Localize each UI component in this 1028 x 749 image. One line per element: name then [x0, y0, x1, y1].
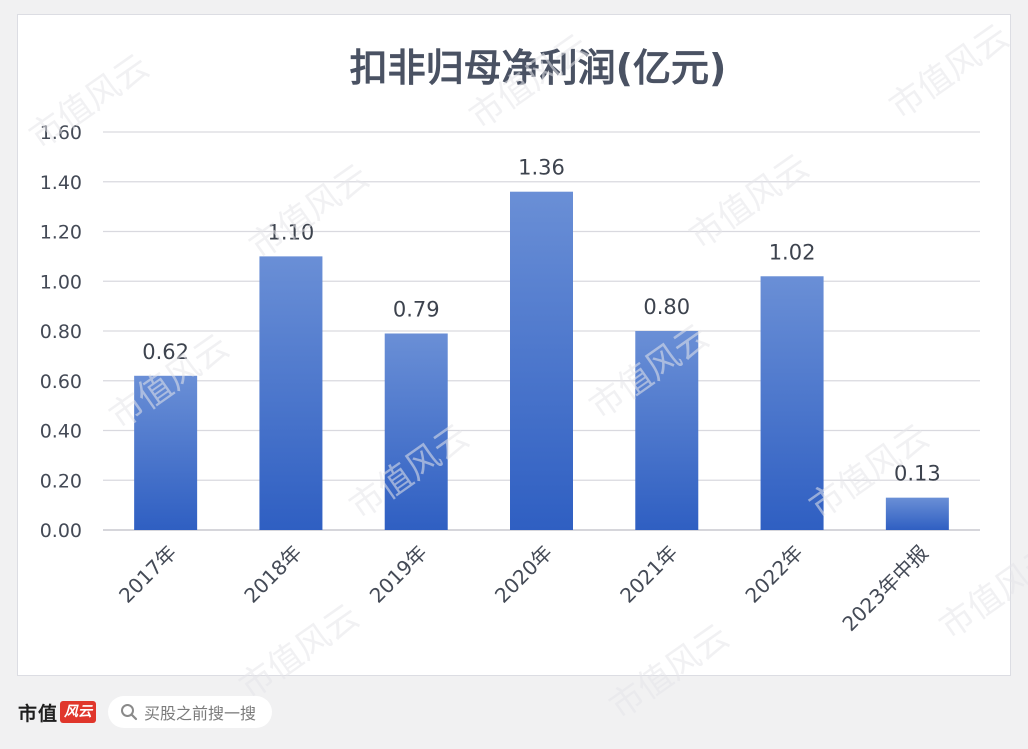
footer-bar: 市值 风云 买股之前搜一搜	[18, 694, 273, 730]
bar	[635, 331, 699, 530]
x-tick-label: 2022年	[740, 541, 807, 608]
bar	[885, 497, 949, 530]
brand-logo-mark: 风云	[60, 701, 97, 723]
brand-name: 市值	[18, 702, 59, 725]
bar	[510, 191, 573, 530]
data-label: 0.80	[643, 295, 690, 319]
y-tick-label: 1.40	[40, 172, 82, 194]
bar	[384, 333, 448, 530]
bar	[134, 375, 198, 530]
bar-chart: 扣非归母净利润(亿元) 0.00 0.20 0.40 0.60 0.80 1.00 1.20…	[40, 46, 980, 636]
search-box[interactable]: 买股之前搜一搜	[108, 696, 273, 728]
y-tick-label: 0.00	[40, 520, 82, 542]
x-tick-label: 2021年	[615, 541, 682, 608]
x-tick-label: 2020年	[490, 541, 557, 608]
y-tick-label: 1.20	[40, 222, 82, 244]
data-label: 0.62	[142, 340, 189, 364]
data-label: 1.36	[518, 156, 565, 180]
chart-panel: 扣非归母净利润(亿元) 0.00 0.20 0.40 0.60 0.80 1.00 1.20…	[17, 14, 1011, 676]
data-label: 0.79	[393, 297, 440, 321]
x-tick-label: 2019年	[365, 541, 432, 608]
chart-title: 扣非归母净利润(亿元)	[350, 46, 727, 90]
x-tick-label: 2018年	[239, 541, 306, 608]
y-tick-label: 0.60	[40, 371, 82, 393]
data-label: 1.02	[769, 240, 816, 264]
data-label: 1.10	[268, 220, 315, 244]
x-tick-label: 2023年中报	[837, 541, 932, 636]
x-tick-label: 2017年	[114, 541, 181, 608]
y-tick-label: 0.40	[40, 421, 82, 443]
data-label: 0.13	[894, 462, 941, 486]
search-placeholder: 买股之前搜一搜	[144, 704, 257, 723]
y-tick-label: 1.00	[40, 271, 82, 293]
bar	[760, 276, 824, 530]
y-tick-label: 0.20	[40, 470, 82, 492]
bar	[259, 256, 323, 530]
y-tick-label: 0.80	[40, 321, 82, 343]
y-tick-label: 1.60	[40, 122, 82, 144]
search-icon	[121, 704, 138, 721]
